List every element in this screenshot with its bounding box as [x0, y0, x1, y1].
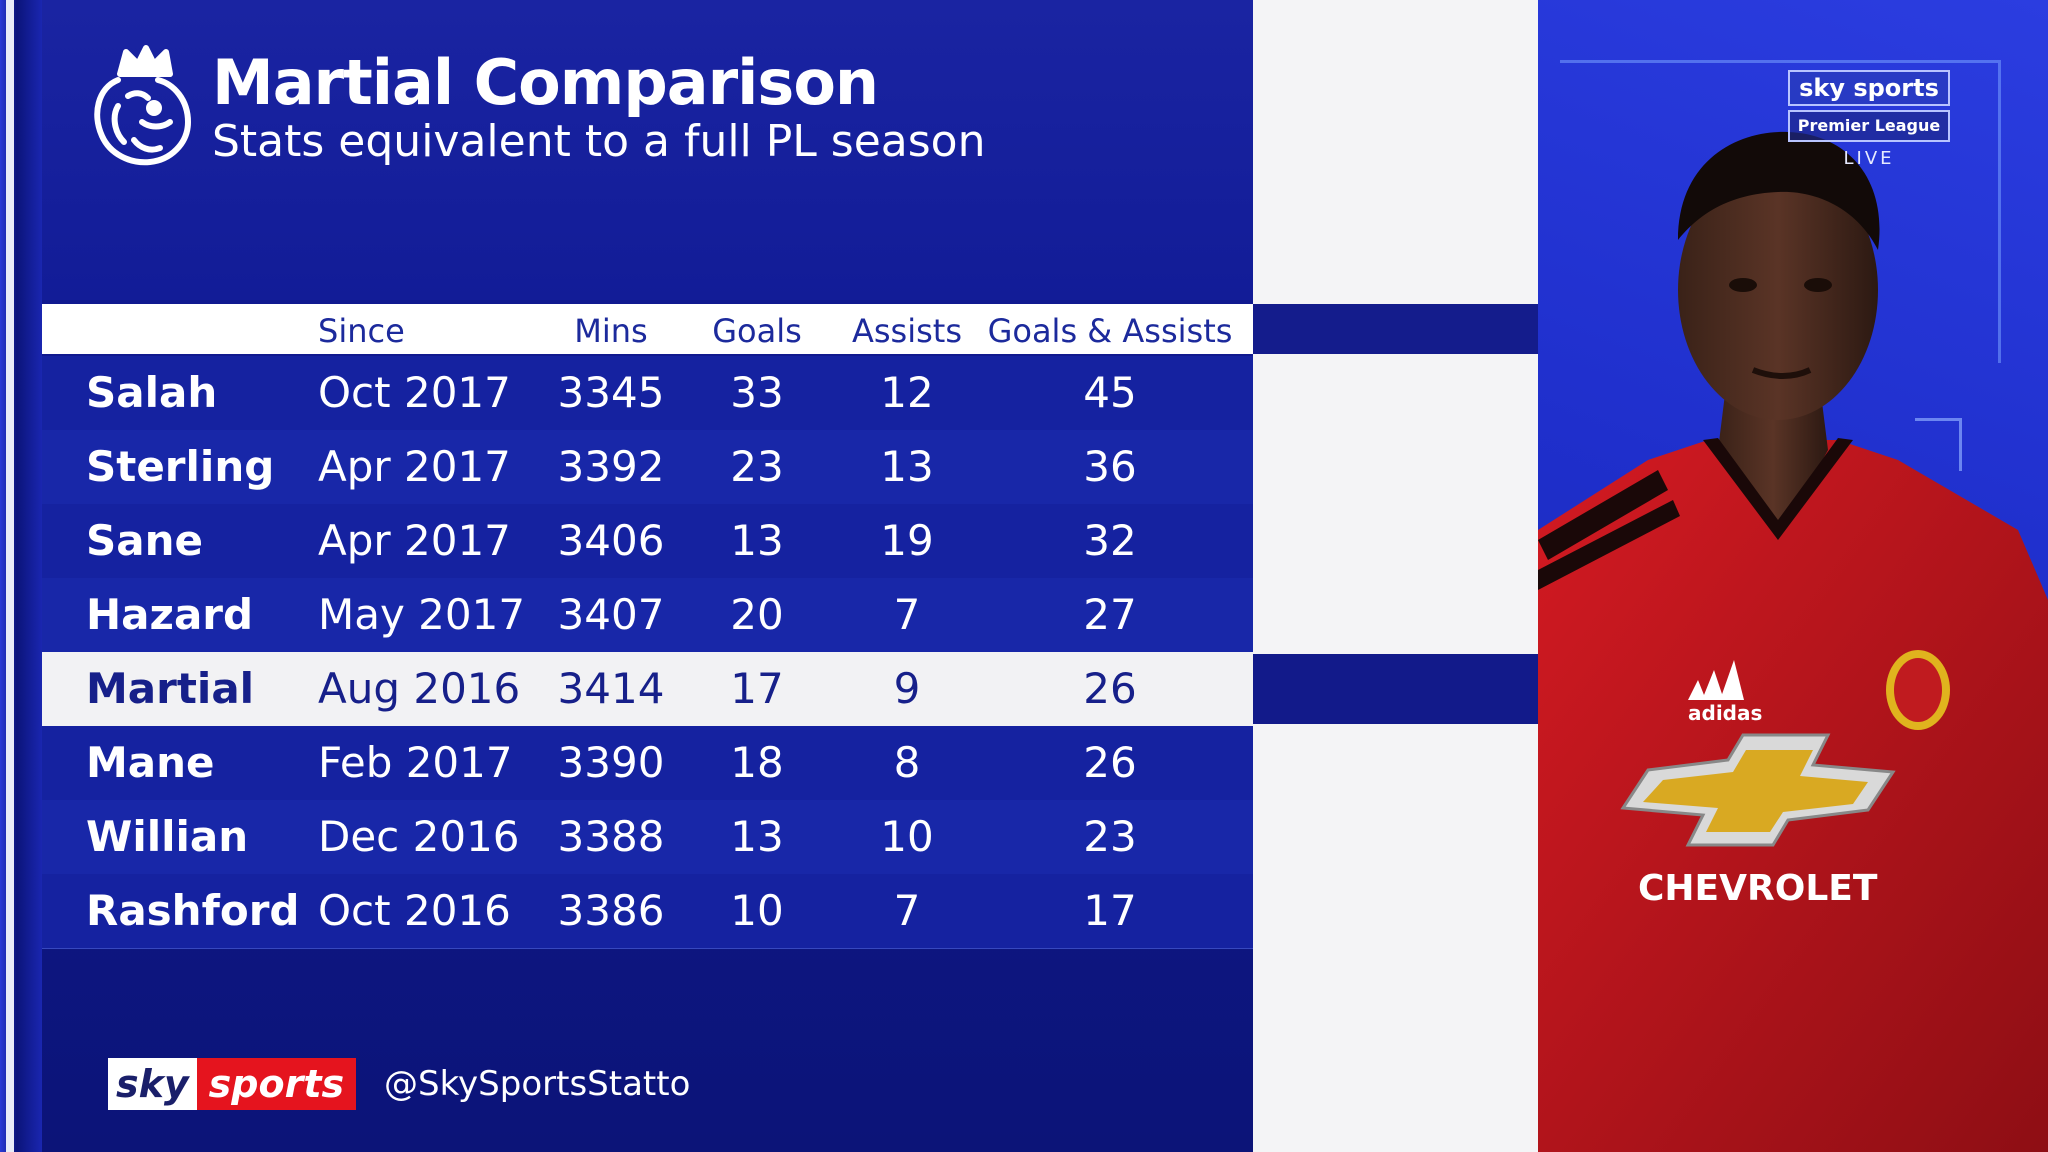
goals-cell: 18 — [730, 738, 784, 787]
twitter-handle: @SkySportsStatto — [384, 1064, 691, 1104]
assists-cell: 9 — [893, 664, 921, 713]
mins-cell: 3414 — [557, 664, 665, 713]
sky-logo-text: sky — [108, 1058, 197, 1110]
goals-cell: 13 — [730, 812, 784, 861]
goals-assists-cell: 17 — [1083, 886, 1137, 935]
decorative-frame — [1560, 60, 2001, 363]
left-edge-line — [6, 0, 14, 1152]
stats-panel-header-bg — [42, 0, 1253, 300]
goals-assists-cell: 36 — [1083, 442, 1137, 491]
goals-cell: 20 — [730, 590, 784, 639]
shirt-sponsor-text: CHEVROLET — [1638, 868, 1878, 909]
left-edge-strip — [0, 0, 42, 1152]
mins-cell: 3392 — [557, 442, 665, 491]
goals-cell: 13 — [730, 516, 784, 565]
column-header-mins: Mins — [574, 312, 648, 350]
table-row: Sterling Apr 2017 3392 23 13 36 — [42, 430, 1253, 505]
white-divider-column — [1253, 0, 1538, 1152]
player-name: Sterling — [86, 442, 275, 491]
highlight-row-extension — [1253, 654, 1538, 724]
since-cell: Apr 2017 — [318, 516, 511, 565]
goals-assists-cell: 27 — [1083, 590, 1137, 639]
bug-brand: sky sports — [1788, 70, 1950, 106]
table-row: Sane Apr 2017 3406 13 19 32 — [42, 504, 1253, 579]
mins-cell: 3390 — [557, 738, 665, 787]
since-cell: May 2017 — [318, 590, 526, 639]
player-name: Hazard — [86, 590, 254, 639]
assists-cell: 10 — [880, 812, 934, 861]
player-name: Rashford — [86, 886, 300, 935]
goals-assists-cell: 45 — [1083, 368, 1137, 417]
assists-cell: 8 — [893, 738, 921, 787]
decorative-corner — [1915, 418, 1962, 471]
player-name: Salah — [86, 368, 218, 417]
column-header-goals-assists: Goals & Assists — [987, 312, 1233, 350]
assists-cell: 12 — [880, 368, 934, 417]
shirt-maker-text: adidas — [1688, 701, 1762, 725]
goals-assists-cell: 23 — [1083, 812, 1137, 861]
page-title: Martial Comparison — [212, 46, 879, 119]
goals-cell: 10 — [730, 886, 784, 935]
table-row: Mane Feb 2017 3390 18 8 26 — [42, 726, 1253, 801]
assists-cell: 13 — [880, 442, 934, 491]
bug-live-label: LIVE — [1843, 148, 1895, 169]
page-subtitle: Stats equivalent to a full PL season — [212, 116, 986, 167]
goals-cell: 33 — [730, 368, 784, 417]
assists-cell: 19 — [880, 516, 934, 565]
goals-cell: 17 — [730, 664, 784, 713]
table-row: Hazard May 2017 3407 20 7 27 — [42, 578, 1253, 653]
mins-cell: 3345 — [557, 368, 665, 417]
bug-league: Premier League — [1788, 110, 1950, 142]
sports-logo-text: sports — [196, 1058, 357, 1110]
player-portrait: adidas CHEVROLET — [1538, 131, 2048, 1152]
since-cell: Oct 2016 — [318, 886, 511, 935]
table-row: Willian Dec 2016 3388 13 10 23 — [42, 800, 1253, 875]
column-header-goals: Goals — [712, 312, 802, 350]
since-cell: Oct 2017 — [318, 368, 511, 417]
mins-cell: 3406 — [557, 516, 665, 565]
goals-cell: 23 — [730, 442, 784, 491]
sky-sports-logo: sky sports — [108, 1058, 357, 1110]
player-name: Martial — [86, 664, 255, 713]
column-header-since: Since — [318, 312, 405, 350]
assists-cell: 7 — [893, 590, 921, 639]
since-cell: Dec 2016 — [318, 812, 520, 861]
premier-league-lion-icon — [94, 45, 191, 166]
goals-assists-cell: 26 — [1083, 738, 1137, 787]
mins-cell: 3388 — [557, 812, 665, 861]
mins-cell: 3407 — [557, 590, 665, 639]
player-name: Sane — [86, 516, 203, 565]
table-header-row: Since Mins Goals Assists Goals & Assists — [42, 304, 1253, 354]
column-header-assists: Assists — [851, 312, 963, 350]
goals-assists-cell: 26 — [1083, 664, 1137, 713]
since-cell: Aug 2016 — [318, 664, 521, 713]
assists-cell: 7 — [893, 886, 921, 935]
player-name: Willian — [86, 812, 249, 861]
goals-assists-cell: 32 — [1083, 516, 1137, 565]
player-name: Mane — [86, 738, 215, 787]
table-header-extension — [1253, 304, 1538, 354]
table-row-highlighted: Martial Aug 2016 3414 17 9 26 — [42, 652, 1253, 726]
broadcast-bug: sky sports Premier League LIVE — [1788, 70, 1950, 169]
mins-cell: 3386 — [557, 886, 665, 935]
table-row: Salah Oct 2017 3345 33 12 45 — [42, 356, 1253, 431]
since-cell: Feb 2017 — [318, 738, 513, 787]
since-cell: Apr 2017 — [318, 442, 511, 491]
table-row: Rashford Oct 2016 3386 10 7 17 — [42, 874, 1253, 949]
